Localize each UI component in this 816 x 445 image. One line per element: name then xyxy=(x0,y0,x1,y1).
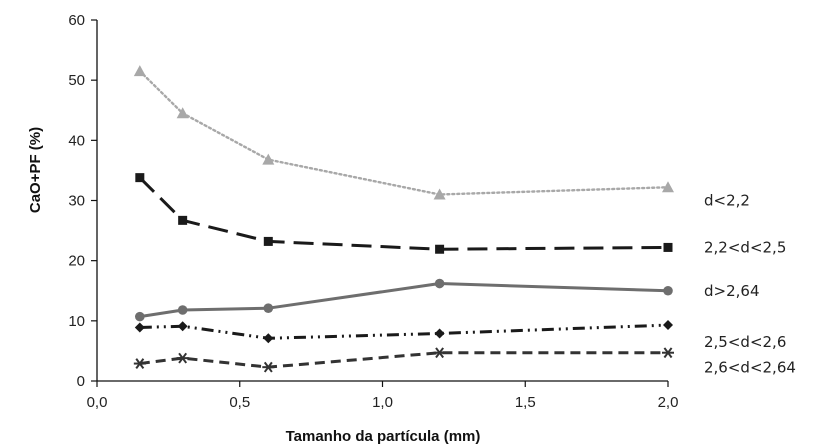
asterisk-stroke xyxy=(435,347,445,359)
diamond-marker xyxy=(263,333,274,344)
asterisk-stroke xyxy=(663,347,673,359)
series-5 xyxy=(133,347,674,373)
diamond-marker xyxy=(134,322,145,333)
series-labels: d<2,2 2,2<d<2,5 d>2,64 2,5<d<2,6 2,6<d<2,64 xyxy=(704,191,796,376)
y-tick-label: 50 xyxy=(68,72,85,89)
circle-marker xyxy=(434,278,445,289)
square-marker xyxy=(263,236,273,246)
series-label: 2,2<d<2,5 xyxy=(704,238,786,256)
diamond-marker xyxy=(663,320,673,331)
series-3 xyxy=(135,278,673,322)
series-line xyxy=(138,69,670,196)
circle-marker xyxy=(263,303,274,313)
triangle-marker xyxy=(262,153,275,165)
y-tick-label: 10 xyxy=(68,313,85,330)
y-tick-label: 30 xyxy=(68,193,85,210)
series-line xyxy=(139,323,669,340)
square-marker xyxy=(135,173,145,183)
series-4 xyxy=(134,320,673,344)
series-label: 2,6<d<2,64 xyxy=(704,359,796,377)
square-marker xyxy=(435,244,445,254)
x-axis-title: Tamanho da partícula (mm) xyxy=(286,428,481,445)
series-label: d<2,2 xyxy=(704,191,750,209)
y-tick-label: 0 xyxy=(77,373,85,390)
x-tick-label: 1,0 xyxy=(372,394,393,411)
series-line xyxy=(139,282,669,319)
series-1 xyxy=(133,65,674,200)
triangle-marker xyxy=(133,65,146,77)
circle-marker xyxy=(135,311,145,322)
series-line xyxy=(139,351,668,369)
x-tick-label: 1,5 xyxy=(515,394,536,411)
asterisk-marker xyxy=(262,361,275,373)
asterisk-stroke xyxy=(178,352,188,364)
asterisk-marker xyxy=(662,347,674,359)
diamond-marker xyxy=(434,328,445,339)
axes: 0 10 20 30 40 50 60 0,0 0,5 1,0 1,5 2,0 xyxy=(68,12,678,411)
triangle-marker xyxy=(176,107,189,119)
x-tick-label: 0,5 xyxy=(229,394,250,411)
series-layer xyxy=(133,65,674,373)
diamond-marker xyxy=(177,321,188,332)
triangle-marker xyxy=(662,181,674,193)
y-tick-label: 60 xyxy=(68,12,85,29)
asterisk-marker xyxy=(133,358,146,369)
y-tick-label: 20 xyxy=(68,253,85,270)
circle-marker xyxy=(663,285,673,296)
square-marker xyxy=(663,242,673,252)
triangle-marker xyxy=(433,188,446,200)
circle-marker xyxy=(177,305,188,315)
asterisk-marker xyxy=(433,347,446,359)
asterisk-stroke xyxy=(263,361,273,373)
asterisk-marker xyxy=(176,352,189,364)
series-2 xyxy=(135,173,673,254)
x-tick-label: 0,0 xyxy=(87,394,108,411)
y-tick-label: 40 xyxy=(68,132,85,149)
series-label: d>2,64 xyxy=(704,282,760,300)
asterisk-stroke xyxy=(135,358,145,369)
series-label: 2,5<d<2,6 xyxy=(704,333,786,351)
x-tick-label: 2,0 xyxy=(658,394,679,411)
y-axis-title: CaO+PF (%) xyxy=(27,127,44,213)
square-marker xyxy=(178,215,188,225)
